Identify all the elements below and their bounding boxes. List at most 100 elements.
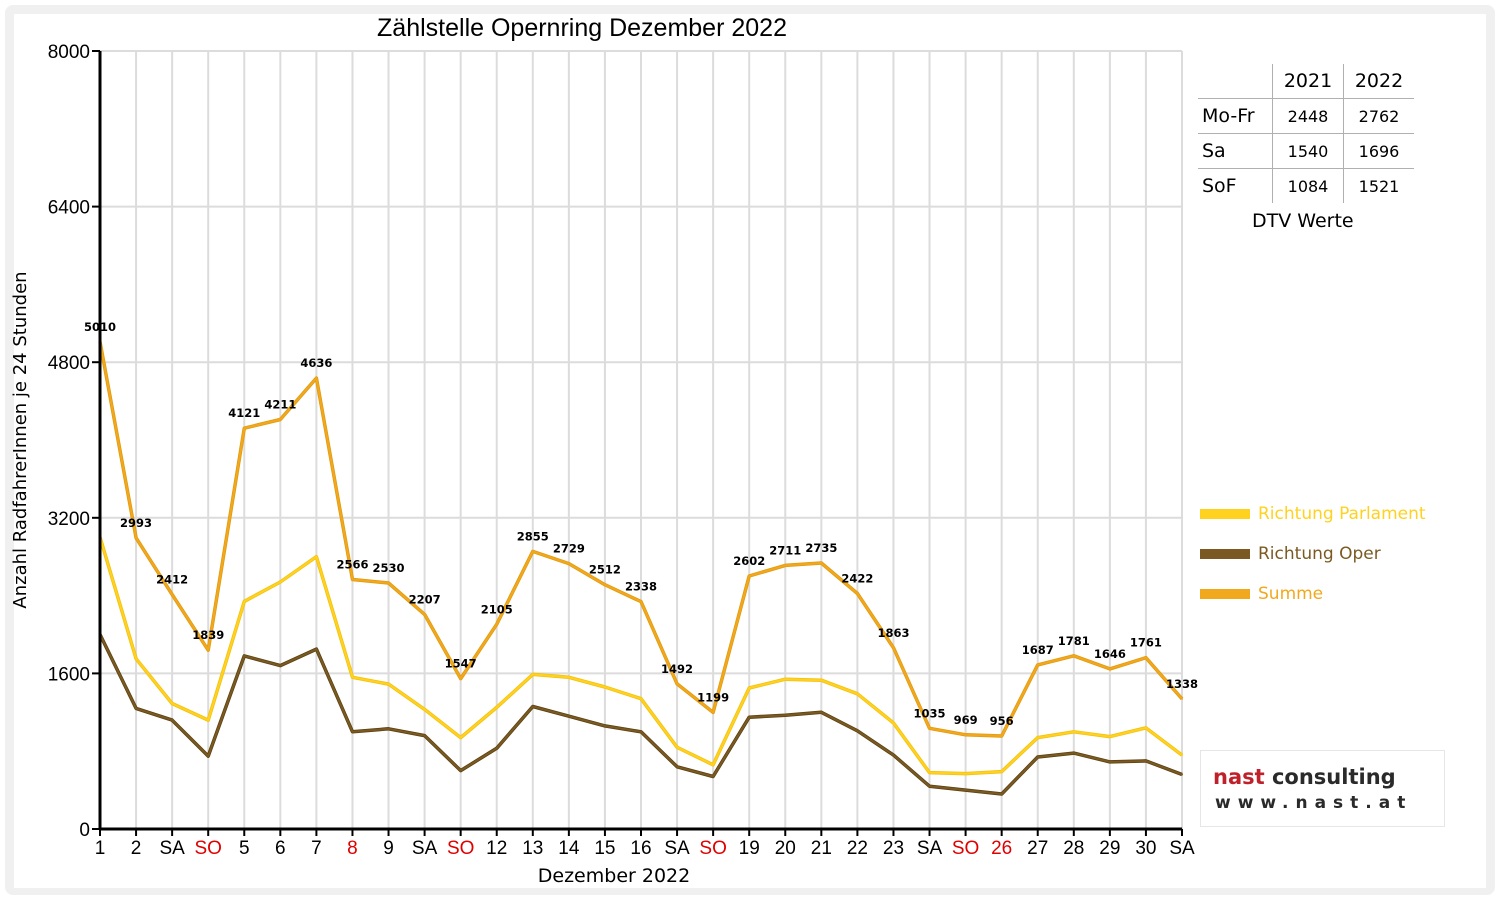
- data-point: [640, 600, 642, 603]
- data-label: 2512: [589, 563, 621, 577]
- x-tick-label: SA: [159, 838, 185, 859]
- logo-wordmark: nast consulting: [1213, 765, 1396, 789]
- data-point: [171, 702, 174, 705]
- y-tick-label: 0: [79, 820, 90, 841]
- legend-label: Richtung Oper: [1258, 544, 1381, 564]
- dtv-row-label: Sa: [1198, 133, 1273, 169]
- data-label: 2422: [841, 571, 873, 585]
- y-tick-label: 8000: [48, 42, 90, 63]
- data-point: [1000, 770, 1003, 773]
- x-tick-label: 2: [131, 838, 142, 859]
- x-tick-label: SA: [664, 838, 690, 859]
- data-point: [243, 654, 246, 657]
- legend-item-oper: Richtung Oper: [1200, 534, 1426, 574]
- data-point: [856, 592, 859, 595]
- dtv-row-label: SoF: [1202, 175, 1237, 197]
- x-tick-label: 6: [275, 838, 286, 859]
- data-label: 1492: [661, 662, 693, 676]
- data-point: [928, 771, 931, 774]
- data-point: [784, 564, 787, 567]
- data-point: [315, 377, 318, 380]
- data-point: [495, 623, 498, 626]
- x-tick-label: SA: [412, 838, 438, 859]
- data-point: [712, 711, 715, 714]
- data-point: [135, 536, 138, 539]
- data-point: [712, 763, 715, 766]
- data-point: [243, 600, 246, 603]
- data-label: 2412: [156, 572, 188, 586]
- data-label: 4636: [300, 356, 332, 370]
- x-tick-label: 30: [1135, 838, 1156, 859]
- data-label: 2530: [373, 561, 405, 575]
- data-point: [531, 705, 534, 708]
- x-tick-label: SO: [952, 838, 979, 859]
- data-point: [1072, 752, 1075, 755]
- data-point: [928, 785, 931, 788]
- data-point: [423, 613, 426, 616]
- data-point: [351, 578, 354, 581]
- data-point: [603, 686, 606, 689]
- x-tick-label: 15: [594, 838, 615, 859]
- data-label: 1863: [877, 626, 909, 640]
- dtv-row: SoF 1084 1521: [1198, 168, 1414, 203]
- data-point: [892, 646, 895, 649]
- x-tick-label: 9: [383, 838, 394, 859]
- data-point: [1181, 697, 1183, 700]
- data-point: [820, 562, 823, 565]
- data-point: [207, 719, 210, 722]
- x-tick-label: 26: [991, 838, 1012, 859]
- dtv-cell: 2448: [1272, 98, 1344, 134]
- legend-swatch: [1200, 509, 1250, 519]
- legend-swatch: [1200, 549, 1250, 559]
- data-point: [423, 708, 426, 711]
- data-point: [1144, 656, 1147, 659]
- data-point: [676, 746, 679, 749]
- data-point: [892, 754, 895, 757]
- data-point: [603, 583, 606, 586]
- data-point: [567, 715, 570, 718]
- dtv-table: 2021 2022 Mo-Fr 2448 2762 Sa 1540 1696 S…: [1198, 64, 1414, 203]
- x-tick-label: SO: [699, 838, 726, 859]
- data-label: 2207: [409, 592, 441, 606]
- legend: Richtung Parlament Richtung Oper Summe: [1200, 494, 1426, 614]
- data-point: [1108, 760, 1111, 763]
- legend-item-parlament: Richtung Parlament: [1200, 494, 1426, 534]
- dtv-cell: 2762: [1343, 98, 1414, 134]
- data-point: [387, 581, 390, 584]
- y-axis-title: Anzahl RadfahrerInnen je 24 Stunden: [10, 271, 31, 608]
- data-label: 1839: [192, 628, 224, 642]
- data-point: [676, 765, 679, 768]
- data-label: 1646: [1094, 647, 1126, 661]
- x-tick-label: 7: [311, 838, 322, 859]
- data-point: [1072, 730, 1075, 733]
- data-point: [459, 736, 462, 739]
- data-point: [459, 677, 462, 680]
- data-point: [351, 730, 354, 733]
- data-point: [279, 580, 282, 583]
- data-label: 969: [954, 713, 978, 727]
- data-point: [135, 657, 138, 660]
- data-point: [892, 721, 895, 724]
- dtv-row-label: Mo-Fr: [1198, 98, 1273, 134]
- data-point: [567, 562, 570, 565]
- data-point: [387, 683, 390, 686]
- x-tick-label: 12: [486, 838, 507, 859]
- data-point: [820, 679, 823, 682]
- data-label: 2729: [553, 542, 585, 556]
- data-point: [207, 755, 210, 758]
- data-label: 2993: [120, 516, 152, 530]
- data-point: [279, 664, 282, 667]
- data-point: [748, 716, 751, 719]
- nast-consulting-logo: nast consulting www.nast.at: [1200, 750, 1445, 827]
- logo-url: www.nast.at: [1215, 793, 1413, 813]
- data-point: [1036, 663, 1039, 666]
- data-label: 1761: [1130, 636, 1162, 650]
- x-tick-label: 16: [630, 838, 651, 859]
- data-point: [1036, 736, 1039, 739]
- data-label: 956: [990, 714, 1014, 728]
- data-label: 4121: [228, 406, 260, 420]
- y-tick-label: 6400: [48, 198, 90, 219]
- x-tick-label: 13: [522, 838, 543, 859]
- legend-label: Richtung Parlament: [1258, 504, 1426, 524]
